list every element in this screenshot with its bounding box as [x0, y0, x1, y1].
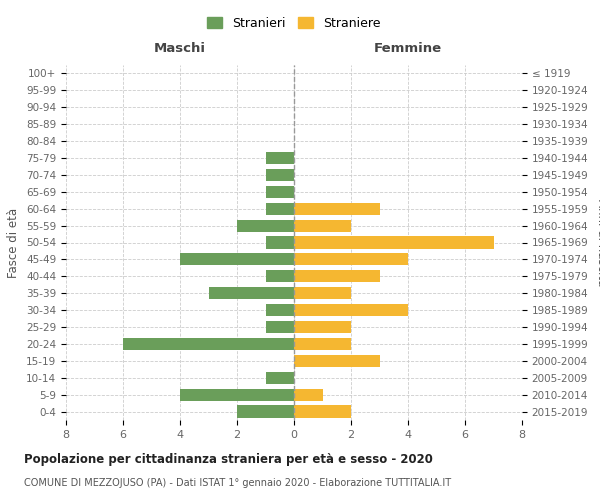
Bar [265, 270, 294, 282]
Bar [294, 321, 351, 333]
Y-axis label: Fasce di età: Fasce di età [7, 208, 20, 278]
Bar [265, 321, 294, 333]
Y-axis label: Anni di nascita: Anni di nascita [595, 199, 600, 286]
Bar [294, 220, 351, 232]
Bar [265, 236, 294, 248]
Bar [237, 220, 294, 232]
Bar [294, 354, 380, 367]
Text: COMUNE DI MEZZOJUSO (PA) - Dati ISTAT 1° gennaio 2020 - Elaborazione TUTTITALIA.: COMUNE DI MEZZOJUSO (PA) - Dati ISTAT 1°… [24, 478, 451, 488]
Bar [294, 406, 351, 417]
Bar [180, 388, 294, 400]
Bar [123, 338, 294, 350]
Bar [294, 304, 408, 316]
Bar [294, 254, 408, 266]
Bar [294, 236, 493, 248]
Bar [294, 287, 351, 300]
Bar [265, 202, 294, 215]
Bar [265, 169, 294, 181]
Bar [209, 287, 294, 300]
Bar [265, 304, 294, 316]
Text: Popolazione per cittadinanza straniera per età e sesso - 2020: Popolazione per cittadinanza straniera p… [24, 452, 433, 466]
Legend: Stranieri, Straniere: Stranieri, Straniere [202, 12, 386, 35]
Bar [294, 338, 351, 350]
Bar [180, 254, 294, 266]
Text: Femmine: Femmine [374, 42, 442, 55]
Bar [294, 202, 380, 215]
Bar [294, 388, 323, 400]
Bar [294, 270, 380, 282]
Bar [265, 186, 294, 198]
Bar [237, 406, 294, 417]
Text: Maschi: Maschi [154, 42, 206, 55]
Bar [265, 372, 294, 384]
Bar [265, 152, 294, 164]
